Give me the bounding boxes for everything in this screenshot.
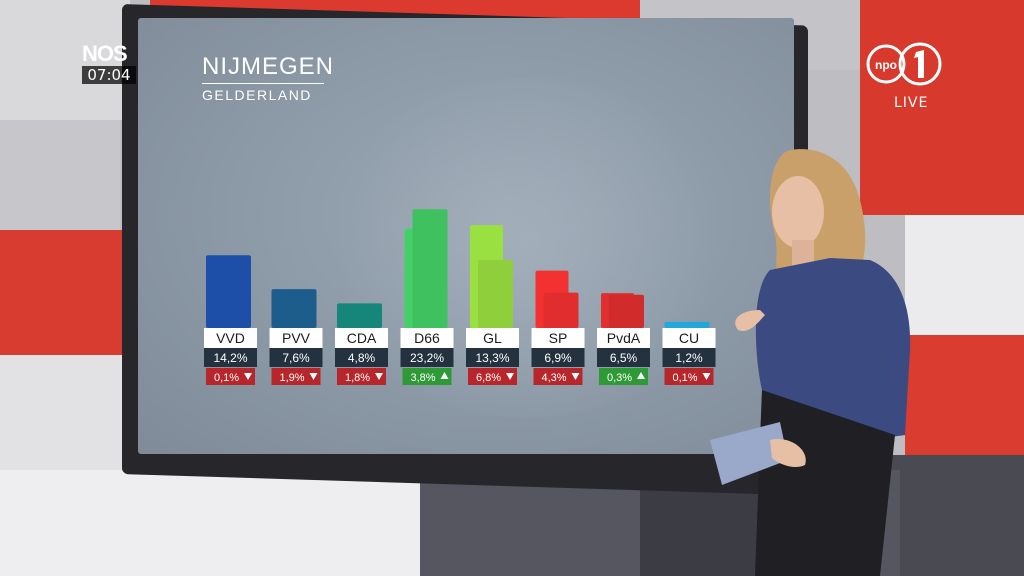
studio-panel xyxy=(0,120,120,240)
bar-current xyxy=(543,292,579,328)
arrow-up-icon xyxy=(440,372,449,379)
value-label-bg xyxy=(662,348,716,367)
studio-panel-red xyxy=(860,0,1024,215)
arrow-up-icon xyxy=(637,372,645,379)
display-screen: NIJMEGEN GELDERLAND VVD 14,2% 0,1% PVV 7,6% 1… xyxy=(138,18,794,454)
value-label-bg xyxy=(531,348,585,367)
change-label: 0,3% xyxy=(607,372,632,384)
value-label-bg xyxy=(335,348,388,367)
region-province: GELDERLAND xyxy=(202,87,312,103)
value-label: 14,2% xyxy=(213,351,247,365)
broadcast-clock: 07:04 xyxy=(82,66,136,84)
bar-current xyxy=(478,259,513,328)
change-label-bg xyxy=(271,368,321,385)
region-name: NIJMEGEN xyxy=(202,53,335,80)
presenter-blouse xyxy=(755,258,911,440)
party-label: PvdA xyxy=(607,330,641,346)
presenter-hand xyxy=(770,439,806,468)
party-label-bg xyxy=(269,328,323,348)
party-label: GL xyxy=(483,330,502,346)
change-label: 1,9% xyxy=(279,372,304,384)
election-bar-chart: VVD 14,2% 0,1% PVV 7,6% 1,9% CDA 4,8% 1,8% D66 23,… xyxy=(204,209,716,385)
party-label: CU xyxy=(679,330,699,346)
party-label-bg xyxy=(400,328,454,348)
party-label-bg xyxy=(597,328,650,348)
npo-1-icon: npo xyxy=(866,42,942,86)
change-label: 0,1% xyxy=(214,372,239,384)
value-label: 1,2% xyxy=(675,351,703,365)
value-label-bg xyxy=(204,348,257,367)
value-label-bg xyxy=(269,348,323,367)
value-label-bg xyxy=(466,348,519,367)
change-label: 3,8% xyxy=(410,372,435,384)
change-label-bg xyxy=(337,368,386,385)
arrow-down-icon xyxy=(506,373,514,380)
value-label: 4,8% xyxy=(348,351,376,365)
party-label: PVV xyxy=(282,330,311,346)
arrow-down-icon xyxy=(244,373,252,380)
studio-panel xyxy=(0,470,430,576)
value-label: 6,5% xyxy=(610,351,638,365)
live-label: LIVE xyxy=(894,95,929,111)
region-divider xyxy=(202,83,324,84)
change-label-bg xyxy=(599,368,648,385)
studio-panel xyxy=(0,0,130,120)
value-label-bg xyxy=(400,348,454,367)
studio-panel xyxy=(0,355,125,475)
change-label-bg xyxy=(533,368,583,385)
change-label: 6,8% xyxy=(476,372,501,384)
party-label: SP xyxy=(549,330,568,346)
nos-logo-text: NOS xyxy=(82,41,128,66)
presenter-face xyxy=(772,176,824,248)
party-label: VVD xyxy=(216,330,245,346)
bar-current xyxy=(271,289,317,328)
value-label: 23,2% xyxy=(410,351,444,365)
studio-panel xyxy=(905,215,1024,335)
presenter-trousers xyxy=(755,390,895,576)
presenter xyxy=(710,149,911,576)
party-label-bg xyxy=(662,328,716,348)
arrow-down-icon xyxy=(571,373,580,380)
change-label-bg xyxy=(206,368,255,385)
studio-panel-red xyxy=(905,335,1024,455)
value-label: 6,9% xyxy=(544,351,572,365)
bar-current xyxy=(664,321,710,328)
bar-current xyxy=(412,209,448,328)
party-label: CDA xyxy=(347,330,377,346)
party-label: D66 xyxy=(414,330,440,346)
arrow-down-icon xyxy=(309,373,318,380)
presenter-hand xyxy=(735,310,765,332)
svg-text:npo: npo xyxy=(875,58,897,72)
value-label: 13,3% xyxy=(475,351,509,365)
studio-floor xyxy=(890,455,1024,576)
party-label-bg xyxy=(466,328,519,348)
region-title: NIJMEGEN GELDERLAND xyxy=(202,54,334,103)
party-label-bg xyxy=(531,328,585,348)
bar-current xyxy=(609,294,644,328)
bar-current xyxy=(337,303,382,328)
value-label: 7,6% xyxy=(282,351,310,365)
change-label-bg xyxy=(402,368,452,385)
party-label-bg xyxy=(335,328,388,348)
party-label-bg xyxy=(204,328,257,348)
change-label: 1,8% xyxy=(345,372,370,384)
change-label-bg xyxy=(664,368,714,385)
change-label-bg xyxy=(468,368,517,385)
nos-logo: NOS xyxy=(82,42,136,66)
value-label-bg xyxy=(597,348,650,367)
change-label: 4,3% xyxy=(541,372,566,384)
bar-current xyxy=(206,255,251,328)
arrow-down-icon xyxy=(375,373,383,380)
arrow-down-icon xyxy=(702,373,711,380)
studio-panel-red xyxy=(0,230,125,355)
change-label: 0,1% xyxy=(672,372,697,384)
presenter-cue-cards xyxy=(710,422,788,485)
